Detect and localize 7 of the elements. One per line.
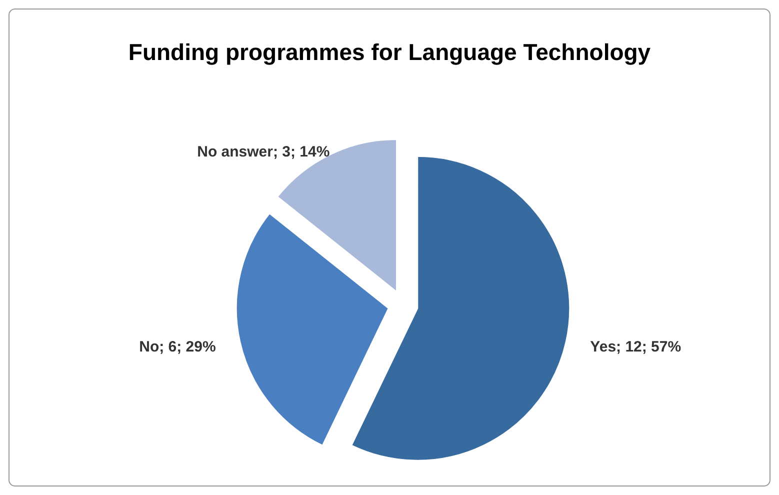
slice-label: No answer [197,144,274,161]
slice-label: Yes [590,338,616,356]
data-label: ; 6; 29% [159,338,216,356]
data-label: ; 3; 14% [272,144,330,161]
data-label: ; 12; 57% [616,338,682,356]
slice-label: No [139,338,160,356]
chart-title: Funding programmes for Language Technology [128,39,651,65]
